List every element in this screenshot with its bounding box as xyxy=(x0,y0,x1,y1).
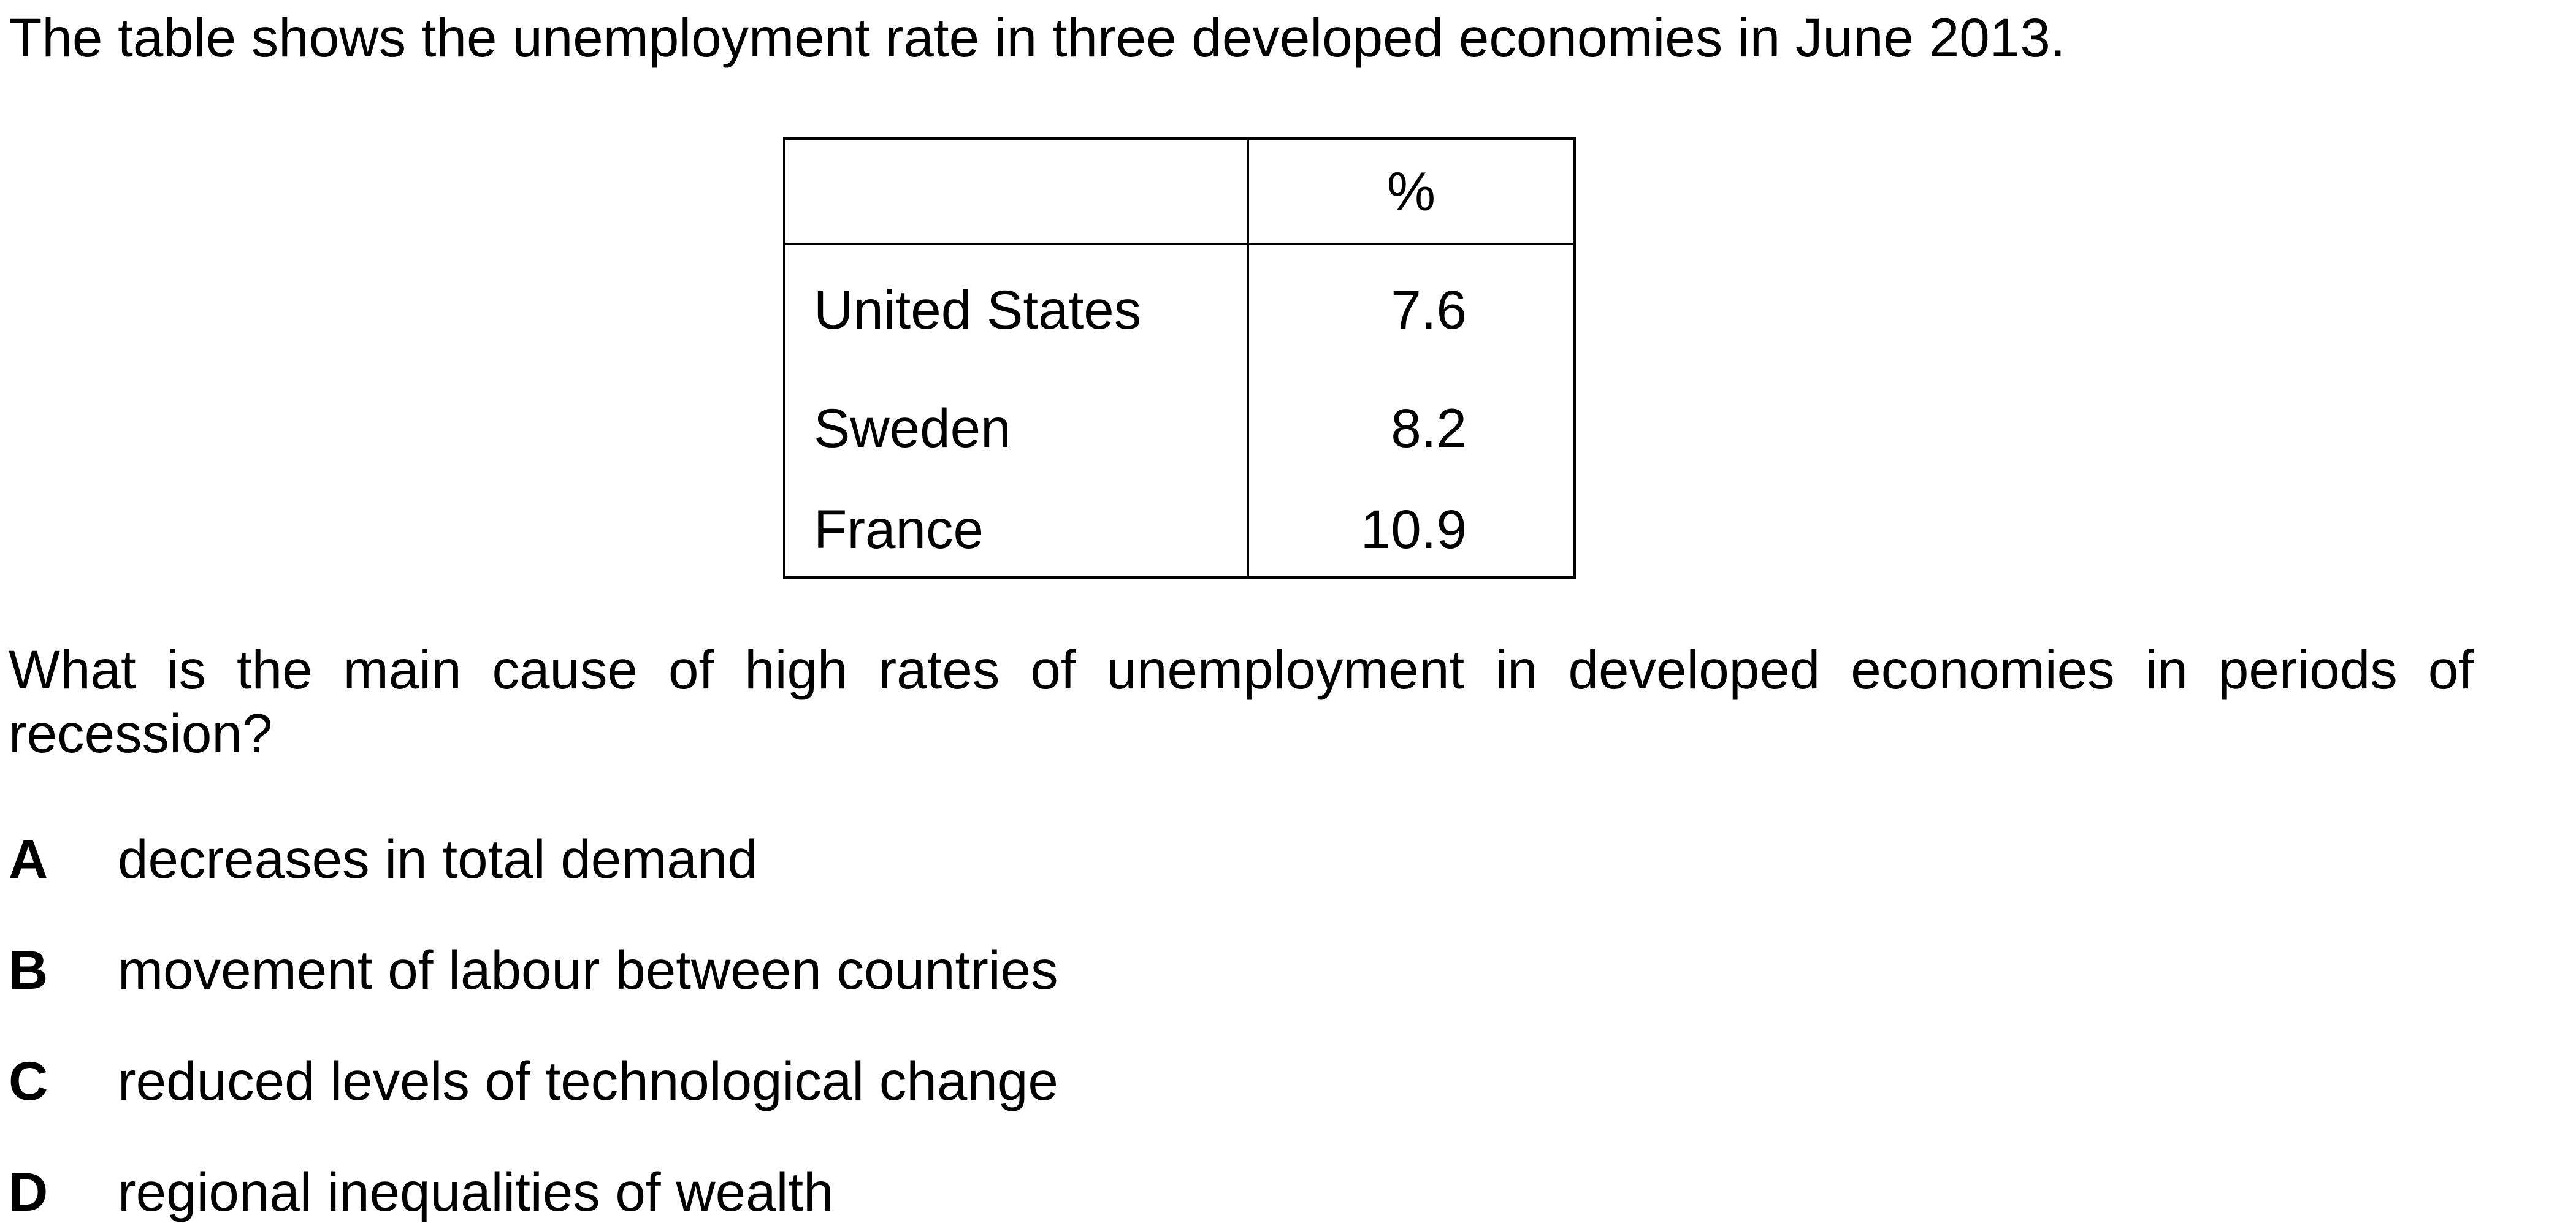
option-text: decreases in total demand xyxy=(118,828,758,890)
option-letter: A xyxy=(9,828,48,890)
unemployment-table: % United States 7.6 Sweden 8.2 France 10… xyxy=(783,137,1576,579)
table-row: Sweden 8.2 xyxy=(783,374,1576,482)
option-letter: B xyxy=(9,939,48,1000)
option-text: movement of labour between countries xyxy=(118,939,1058,1000)
question-text: What is the main cause of high rates of … xyxy=(9,639,2474,764)
table-cell-value: 10.9 xyxy=(1247,482,1576,579)
table-cell-country: Sweden xyxy=(783,374,1249,482)
table-cell-value: 7.6 xyxy=(1247,244,1576,374)
table-cell-value: 8.2 xyxy=(1247,374,1576,482)
option-text: reduced levels of technological change xyxy=(118,1050,1058,1111)
table-cell-country: France xyxy=(783,482,1249,579)
option-letter: C xyxy=(9,1050,48,1111)
intro-text: The table shows the unemployment rate in… xyxy=(9,7,2066,68)
table-cell-country: United States xyxy=(783,244,1249,374)
table-header-percent: % xyxy=(1247,137,1576,245)
option-text: regional inequalities of wealth xyxy=(118,1161,834,1222)
table-header-country xyxy=(783,137,1249,245)
table-header-row: % xyxy=(783,137,1576,245)
option-letter: D xyxy=(9,1161,48,1222)
table-row: France 10.9 xyxy=(783,482,1576,579)
table-row: United States 7.6 xyxy=(783,244,1576,374)
